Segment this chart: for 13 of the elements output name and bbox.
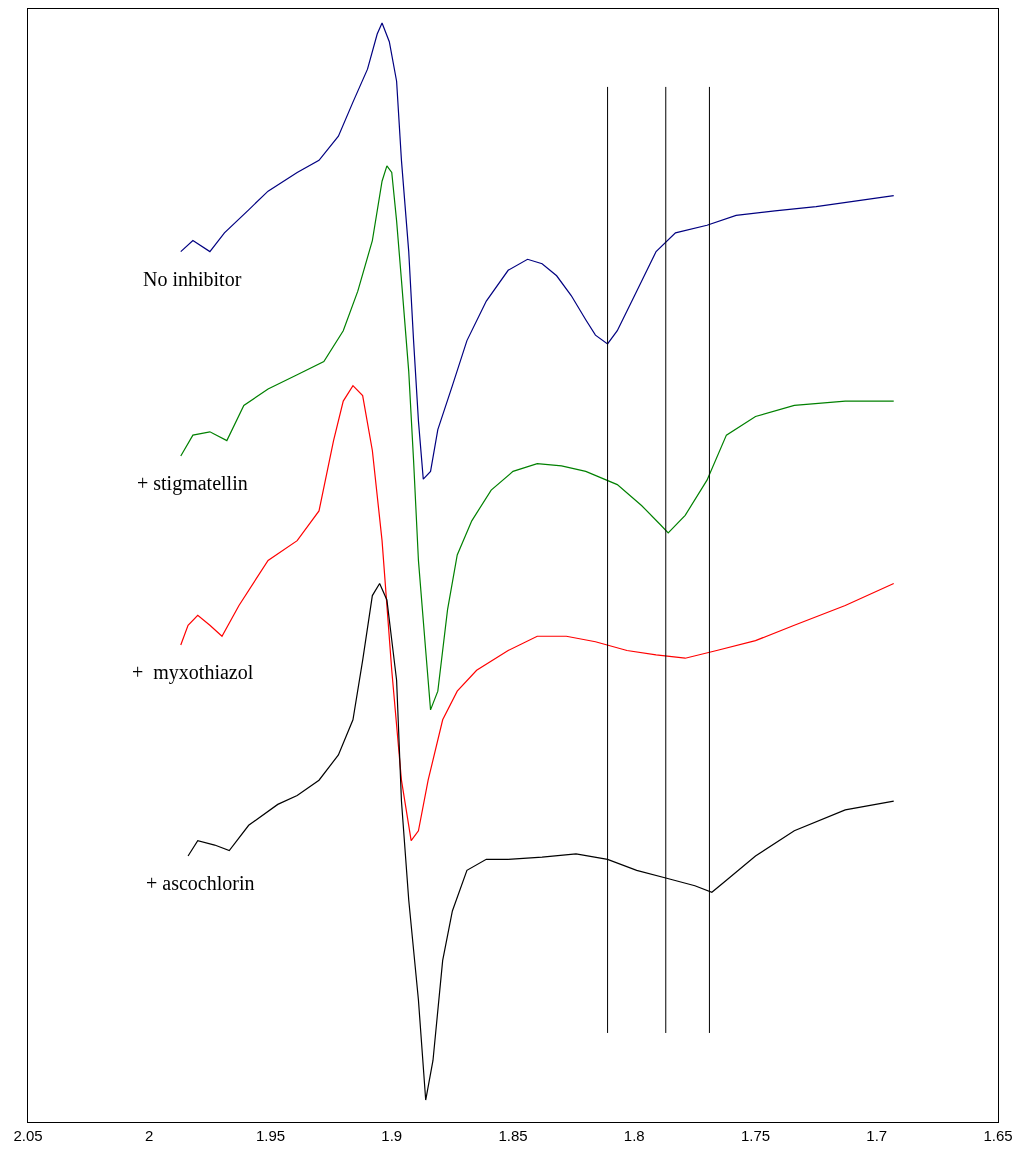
x-tick-label: 2 [145, 1127, 154, 1144]
x-tick-label: 1.85 [498, 1127, 528, 1144]
x-tick-label: 1.65 [983, 1127, 1013, 1144]
x-tick-label: 1.7 [866, 1127, 888, 1144]
x-tick-label: 1.95 [255, 1127, 286, 1144]
x-tick-label: 1.75 [740, 1127, 771, 1144]
series-label: + myxothiazol [132, 661, 254, 684]
series-label: No inhibitor [143, 268, 242, 290]
series-label: + ascochlorin [146, 872, 255, 894]
x-tick-label: 1.9 [381, 1127, 403, 1144]
x-tick-label: 2.05 [13, 1127, 43, 1144]
x-tick-label: 1.8 [623, 1127, 645, 1144]
series-label: + stigmatellin [137, 472, 248, 495]
